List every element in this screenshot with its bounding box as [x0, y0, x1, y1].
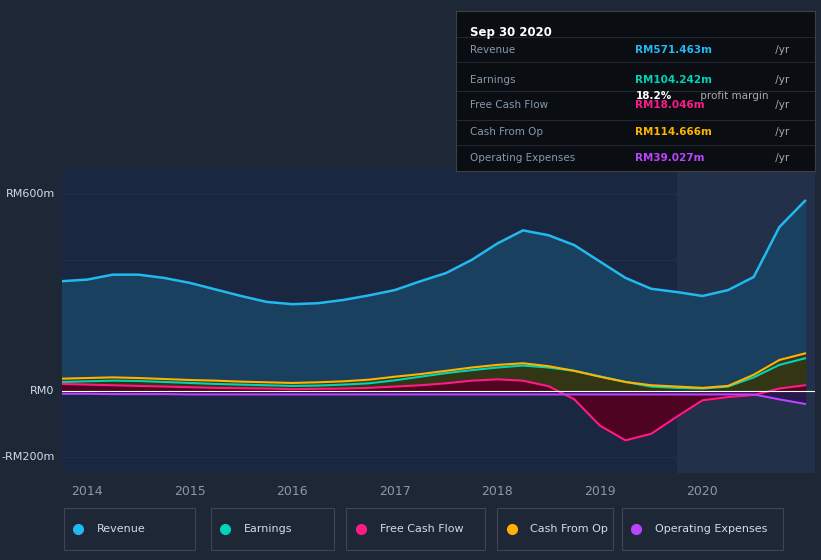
Text: Operating Expenses: Operating Expenses — [654, 524, 767, 534]
Text: RM18.046m: RM18.046m — [635, 100, 705, 110]
Text: Earnings: Earnings — [470, 75, 516, 85]
Text: RM39.027m: RM39.027m — [635, 153, 705, 163]
Bar — [677, 168, 815, 473]
Text: /yr: /yr — [772, 75, 789, 85]
Text: /yr: /yr — [772, 44, 789, 54]
Text: RM571.463m: RM571.463m — [635, 44, 713, 54]
Text: Revenue: Revenue — [470, 44, 515, 54]
Text: Sep 30 2020: Sep 30 2020 — [470, 26, 552, 39]
Text: Earnings: Earnings — [244, 524, 292, 534]
Text: 18.2%: 18.2% — [635, 91, 672, 101]
Text: Free Cash Flow: Free Cash Flow — [470, 100, 548, 110]
Text: -RM200m: -RM200m — [2, 452, 55, 462]
Text: Cash From Op: Cash From Op — [530, 524, 608, 534]
Text: profit margin: profit margin — [696, 91, 768, 101]
Text: RM0: RM0 — [30, 386, 55, 396]
Text: /yr: /yr — [772, 128, 789, 138]
Text: Operating Expenses: Operating Expenses — [470, 153, 576, 163]
Text: Revenue: Revenue — [97, 524, 146, 534]
Text: Cash From Op: Cash From Op — [470, 128, 543, 138]
Text: Free Cash Flow: Free Cash Flow — [379, 524, 463, 534]
Text: RM104.242m: RM104.242m — [635, 75, 713, 85]
Text: /yr: /yr — [772, 100, 789, 110]
Text: /yr: /yr — [772, 153, 789, 163]
Text: RM114.666m: RM114.666m — [635, 128, 713, 138]
Text: RM600m: RM600m — [6, 189, 55, 199]
